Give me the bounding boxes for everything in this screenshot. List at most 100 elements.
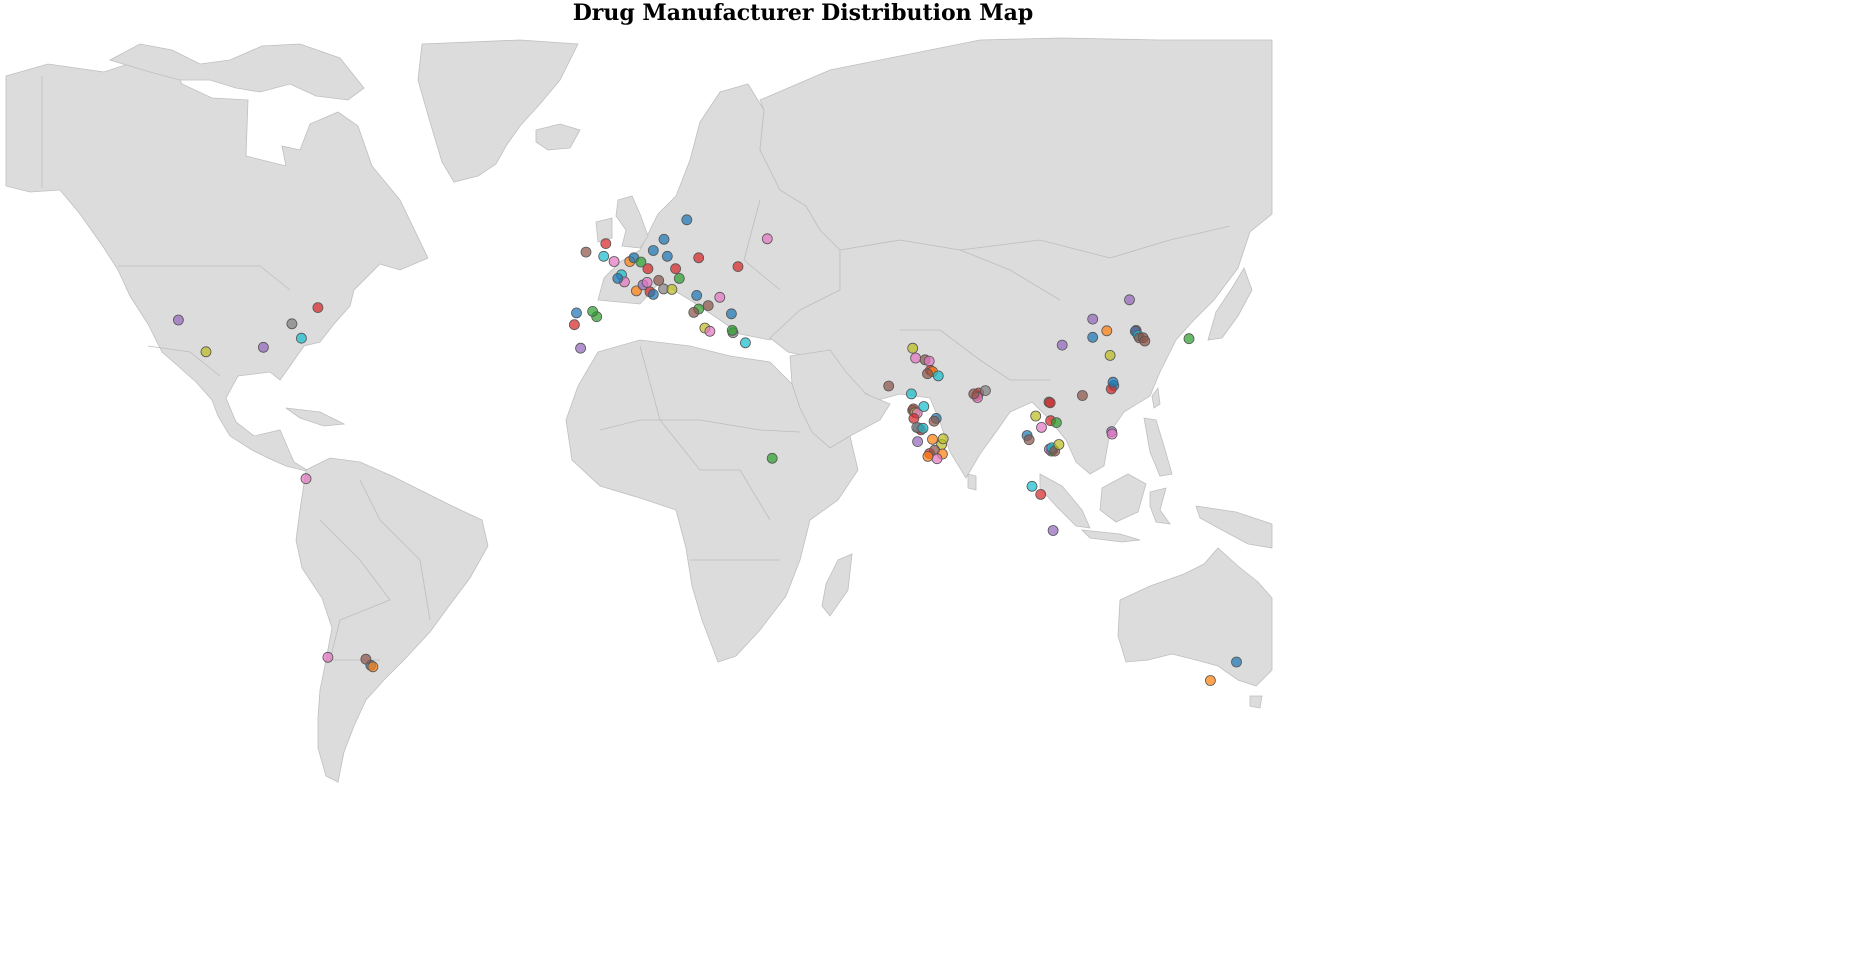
manufacturer-marker[interactable] [1026, 480, 1038, 492]
manufacturer-marker[interactable] [726, 324, 738, 336]
manufacturer-marker[interactable] [1036, 421, 1047, 433]
manufacturer-marker[interactable] [1044, 397, 1056, 409]
manufacturer-marker[interactable] [704, 325, 716, 337]
manufacturer-marker[interactable] [647, 245, 659, 256]
manufacturer-marker[interactable] [257, 341, 269, 353]
manufacturer-marker[interactable] [200, 346, 212, 358]
manufacturer-marker[interactable] [923, 355, 935, 367]
manufacturer-marker[interactable] [295, 332, 307, 344]
manufacturer-marker[interactable] [670, 263, 681, 275]
manufacturer-marker[interactable] [653, 274, 665, 286]
manufacturer-marker[interactable] [600, 238, 612, 250]
manufacturer-marker[interactable] [587, 305, 598, 317]
manufacturer-marker[interactable] [367, 661, 379, 673]
manufacturer-marker[interactable] [918, 401, 930, 412]
land-caribbean [285, 407, 346, 427]
land-british-isles [615, 195, 649, 249]
land-taiwan [1151, 386, 1161, 409]
manufacturer-marker[interactable] [322, 651, 334, 663]
manufacturer-marker[interactable] [917, 422, 929, 434]
manufacturer-marker[interactable] [691, 289, 703, 301]
manufacturer-marker[interactable] [932, 370, 944, 382]
manufacturer-marker[interactable] [569, 319, 580, 331]
manufacturer-marker[interactable] [1056, 339, 1068, 351]
manufacturer-marker[interactable] [688, 306, 700, 318]
manufacturer-marker[interactable] [360, 653, 372, 665]
manufacturer-marker[interactable] [883, 380, 895, 392]
manufacturer-marker[interactable] [1205, 675, 1216, 686]
manufacturer-marker[interactable] [766, 452, 778, 464]
manufacturer-marker[interactable] [681, 214, 693, 226]
border-us-canada [118, 265, 291, 291]
land-south-america [295, 457, 489, 783]
manufacturer-marker[interactable] [661, 250, 673, 262]
manufacturer-marker[interactable] [1053, 439, 1065, 450]
land-ireland [595, 217, 613, 243]
manufacturer-marker[interactable] [931, 453, 943, 465]
manufacturer-marker[interactable] [1104, 349, 1116, 361]
manufacturer-marker[interactable] [580, 246, 592, 258]
manufacturer-marker[interactable] [1077, 390, 1088, 401]
manufacturer-marker[interactable] [598, 250, 610, 262]
manufacturer-marker[interactable] [1087, 331, 1099, 343]
manufacturer-marker[interactable] [608, 256, 620, 267]
manufacturer-marker[interactable] [928, 415, 940, 427]
manufacturer-marker[interactable] [647, 288, 659, 300]
manufacturer-marker[interactable] [1107, 376, 1119, 388]
land-north-america [5, 57, 429, 473]
land-japan [1207, 267, 1253, 341]
land-borneo [1099, 473, 1147, 523]
manufacturer-marker[interactable] [910, 352, 921, 364]
land-layer [5, 37, 1273, 783]
manufacturer-marker[interactable] [1124, 294, 1135, 306]
map-title: Drug Manufacturer Distribution Map [572, 0, 1034, 26]
manufacturer-marker[interactable] [907, 342, 919, 354]
manufacturer-marker[interactable] [666, 283, 678, 295]
manufacturer-marker[interactable] [968, 388, 980, 400]
manufacturer-marker[interactable] [1030, 410, 1042, 422]
border-europe-russia [743, 199, 781, 291]
manufacturer-marker[interactable] [912, 436, 923, 448]
manufacturer-marker[interactable] [1183, 333, 1195, 345]
manufacturer-marker[interactable] [908, 412, 920, 424]
manufacturer-marker[interactable] [714, 291, 726, 303]
manufacturer-marker[interactable] [740, 337, 751, 349]
manufacturer-marker[interactable] [1051, 417, 1062, 429]
manufacturer-marker[interactable] [673, 272, 685, 284]
manufacturer-marker[interactable] [172, 314, 184, 326]
manufacturer-marker[interactable] [1139, 335, 1151, 347]
manufacturer-marker[interactable] [612, 272, 624, 284]
manufacturer-marker[interactable] [732, 261, 744, 273]
manufacturer-marker[interactable] [693, 252, 705, 264]
manufacturer-marker[interactable] [1106, 428, 1118, 440]
manufacturer-marker[interactable] [642, 263, 654, 275]
manufacturer-marker[interactable] [726, 308, 737, 320]
manufacturer-marker[interactable] [761, 233, 773, 245]
manufacturer-marker[interactable] [300, 473, 312, 485]
manufacturer-marker[interactable] [641, 276, 653, 288]
manufacturer-marker[interactable] [922, 368, 933, 380]
manufacturer-marker[interactable] [1087, 313, 1099, 325]
manufacturer-marker[interactable] [635, 256, 647, 268]
manufacturer-marker[interactable] [658, 233, 670, 245]
manufacturer-marker[interactable] [575, 342, 586, 354]
manufacturer-marker[interactable] [1101, 325, 1113, 337]
border-china-north [959, 225, 1231, 259]
land-arctic-islands [108, 43, 365, 101]
marker-layer [172, 214, 1242, 686]
manufacturer-marker[interactable] [1047, 525, 1059, 536]
border-africa-west [639, 345, 771, 521]
manufacturer-marker[interactable] [1035, 488, 1047, 500]
manufacturer-marker[interactable] [286, 318, 298, 330]
manufacturer-marker[interactable] [702, 300, 714, 312]
manufacturer-marker[interactable] [937, 433, 949, 445]
manufacturer-marker[interactable] [1023, 434, 1035, 446]
manufacturer-marker[interactable] [312, 302, 324, 314]
manufacturer-marker[interactable] [922, 450, 934, 462]
world-map[interactable] [0, 0, 1606, 953]
manufacturer-marker[interactable] [906, 388, 917, 400]
manufacturer-marker[interactable] [571, 307, 582, 319]
manufacturer-marker[interactable] [927, 433, 938, 445]
manufacturer-marker[interactable] [980, 385, 991, 397]
manufacturer-marker[interactable] [1231, 656, 1242, 668]
